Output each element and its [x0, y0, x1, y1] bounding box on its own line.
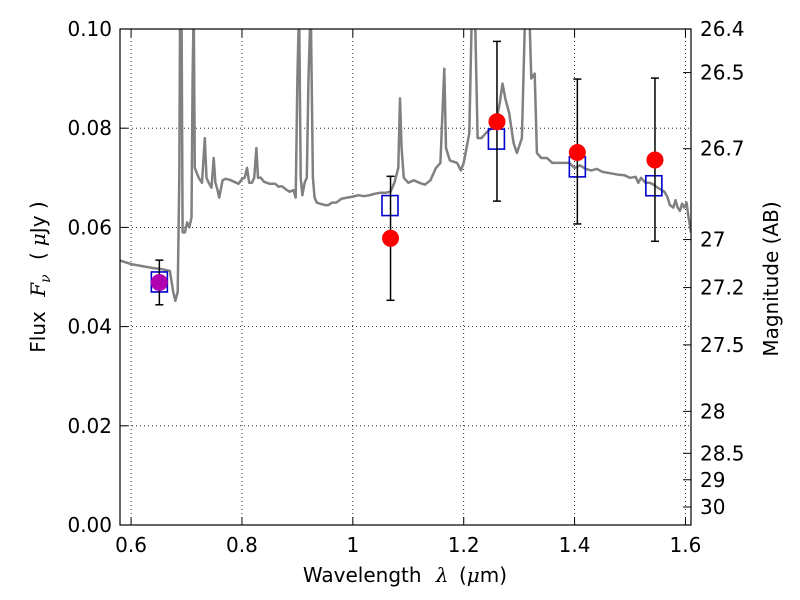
- observed-photometry-point: [150, 273, 168, 291]
- x-tick-label: 0.6: [115, 533, 147, 557]
- y-axis-label: Flux Fν (μJy ): [26, 201, 55, 352]
- mag-tick-label: 26.4: [700, 17, 745, 41]
- mag-tick-label: 28.5: [700, 441, 745, 465]
- axis-ticks: [120, 28, 691, 526]
- observed-photometry-point: [568, 144, 586, 162]
- observed-photometry-point: [488, 113, 506, 131]
- x-tick-label: 1.4: [559, 533, 591, 557]
- y2-axis-label: Magnitude (AB): [759, 201, 783, 356]
- grid-lines: [120, 28, 691, 526]
- mag-tick-label: 26.5: [700, 61, 745, 85]
- y-tick-label: 0.08: [67, 116, 112, 140]
- x-tick-label: 1: [346, 533, 359, 557]
- model-photometry-square: [645, 174, 663, 197]
- mag-tick-label: 28: [700, 399, 725, 423]
- y-tick-label: 0.04: [67, 315, 112, 339]
- plot-frame: [119, 28, 692, 526]
- y-tick-label: 0.02: [67, 414, 112, 438]
- mag-tick-label: 27.2: [700, 276, 745, 300]
- plot-content: [120, 29, 691, 303]
- y-tick-label: 0.10: [67, 17, 112, 41]
- observed-photometry-point: [646, 151, 664, 169]
- x-tick-label: 1.6: [670, 533, 702, 557]
- y-tick-label: 0.00: [67, 513, 112, 537]
- mag-tick-label: 27: [700, 228, 725, 252]
- model-spectrum-line: [120, 29, 691, 303]
- x-axis-label: Wavelength λ (μm): [303, 563, 507, 587]
- mag-tick-label: 29: [700, 468, 725, 492]
- mag-tick-label: 30: [700, 495, 725, 519]
- mag-tick-label: 27.5: [700, 333, 745, 357]
- x-tick-label: 1.2: [448, 533, 480, 557]
- y-tick-label: 0.06: [67, 215, 112, 239]
- x-tick-label: 0.8: [226, 533, 258, 557]
- mag-tick-label: 26.7: [700, 137, 745, 161]
- observed-photometry-point: [382, 229, 400, 247]
